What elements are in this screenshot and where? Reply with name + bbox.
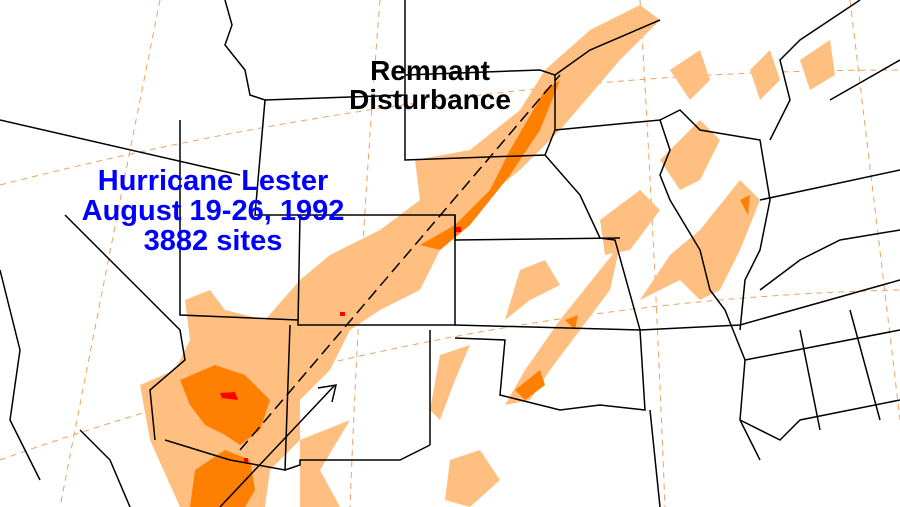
remnant-annotation: Remnant Disturbance	[325, 56, 535, 114]
title-site-count: 3882 sites	[143, 225, 283, 257]
title-date-range: August 19-26, 1992	[81, 195, 345, 227]
storm-track	[219, 74, 561, 507]
annotation-line-1: Remnant	[370, 55, 490, 86]
track-dashed-line	[239, 74, 561, 451]
rainfall-heavy-areas	[220, 227, 461, 462]
annotation-line-2: Disturbance	[349, 84, 511, 115]
rainfall-medium-areas	[180, 80, 750, 507]
title-storm-name: Hurricane Lester	[97, 165, 329, 197]
track-arrow-line	[219, 384, 336, 507]
map-title: Hurricane Lester August 19-26, 1992 3882…	[58, 166, 368, 256]
track-arrowhead-icon	[317, 384, 337, 403]
